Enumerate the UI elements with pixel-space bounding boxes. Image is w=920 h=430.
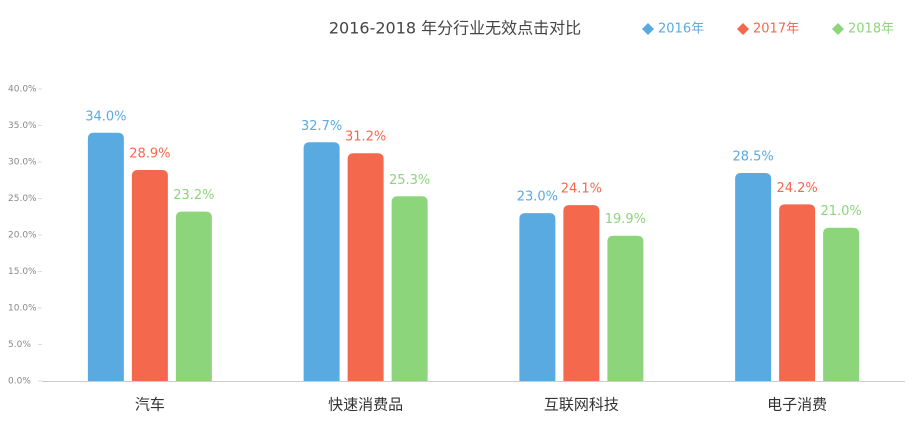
bar: [303, 142, 340, 381]
value-label: 28.9%: [129, 147, 170, 162]
y-tick-label: 15.0%: [8, 267, 37, 277]
value-label: 23.0%: [517, 190, 558, 205]
legend-marker: [737, 23, 749, 35]
legend-label: 2016年: [658, 22, 704, 37]
value-label: 21.0%: [820, 204, 861, 219]
bar: [735, 172, 772, 381]
y-tick-label: 5.0%: [8, 340, 31, 350]
value-label: 31.2%: [345, 130, 386, 145]
y-tick-label: 30.0%: [8, 158, 37, 168]
y-tick-label: 0.0%: [8, 377, 31, 387]
bar: [519, 213, 556, 381]
bar: [779, 204, 816, 381]
bar: [347, 153, 384, 381]
value-label: 34.0%: [85, 109, 126, 124]
bar: [607, 235, 644, 381]
x-tick-label: 电子消费: [767, 396, 827, 414]
value-label: 28.5%: [732, 149, 773, 164]
value-label: 32.7%: [301, 119, 342, 134]
bar: [87, 132, 124, 381]
legend-marker: [642, 23, 654, 35]
bar: [563, 205, 600, 381]
y-tick-label: 10.0%: [8, 304, 37, 314]
legend-marker: [832, 23, 844, 35]
value-label: 19.9%: [605, 212, 646, 227]
bar: [175, 211, 212, 381]
y-tick-label: 25.0%: [8, 194, 37, 204]
bar: [131, 170, 168, 381]
legend-label: 2018年: [848, 22, 894, 37]
value-label: 24.2%: [776, 181, 817, 196]
value-label: 25.3%: [389, 173, 430, 188]
x-tick-label: 互联网科技: [544, 396, 619, 414]
legend-label: 2017年: [753, 22, 799, 37]
y-tick-label: 40.0%: [8, 85, 37, 95]
value-label: 24.1%: [561, 182, 602, 197]
bar: [823, 227, 860, 381]
x-tick-label: 汽车: [135, 396, 165, 414]
value-label: 23.2%: [173, 188, 214, 203]
chart-title: 2016-2018 年分行业无效点击对比: [329, 19, 581, 38]
x-tick-label: 快速消费品: [328, 396, 403, 414]
y-tick-label: 20.0%: [8, 231, 37, 241]
y-tick-label: 35.0%: [8, 121, 37, 131]
bar: [391, 196, 428, 381]
